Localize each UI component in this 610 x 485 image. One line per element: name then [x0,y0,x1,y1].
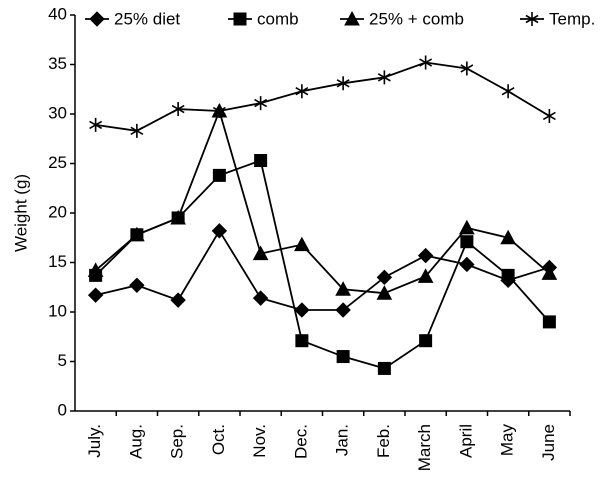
point [460,61,474,76]
legend-marker [89,11,105,27]
y-axis-title: Weight (g) [11,174,30,252]
point [541,265,558,280]
legend-item: Temp. [520,9,595,28]
point [252,245,269,261]
x-tick-label: Dec. [291,424,310,459]
point [254,154,268,168]
y-tick-label: 35 [48,54,67,73]
point [542,315,556,329]
x-tick-label: Feb. [374,424,393,458]
point [459,219,475,235]
y-tick-label: 5 [58,351,67,370]
legend-label: Temp. [549,9,595,28]
point [294,236,310,252]
x-tick-label: Sep. [168,424,187,459]
x-tick-label: May [498,424,517,457]
series-line [95,108,550,295]
point [252,290,269,306]
point [89,117,103,132]
legend-marker [344,10,360,26]
legend-label: 25% diet [114,9,180,28]
point [87,262,104,277]
series-line [95,61,550,132]
point [254,96,268,111]
x-tick-label: April [456,424,475,458]
y-tick-label: 0 [58,400,67,419]
point [376,269,393,286]
x-tick-label: Oct. [209,424,228,455]
point [336,76,350,91]
legend-label: 25% + comb [369,9,464,28]
point [542,108,556,123]
point [211,223,228,239]
point [419,334,433,348]
point [377,361,391,375]
x-tick-label: June [539,424,558,461]
point [170,209,186,225]
point [501,268,515,282]
y-tick-label: 30 [48,103,67,122]
legend-item: comb [228,9,299,28]
point [459,256,475,273]
point [417,268,434,283]
x-tick-label: Aug. [126,424,145,459]
x-tick-label: March [415,424,434,471]
point [376,285,393,300]
point [295,334,309,348]
y-tick-label: 25 [48,153,67,172]
point [129,226,145,242]
point [336,350,350,364]
legend-item: 25% + comb [340,9,464,28]
point [130,123,144,138]
point [417,247,434,264]
x-tick-label: Jan. [333,424,352,456]
y-tick-label: 40 [48,4,67,23]
point [212,104,226,119]
legend-label: comb [257,9,299,28]
legend-marker [233,12,247,26]
legend-marker [525,12,539,26]
y-tick-label: 15 [48,252,67,271]
point [377,70,391,85]
point [170,292,186,308]
series-line [94,159,551,370]
point [294,302,310,318]
series-line [95,229,550,311]
point [419,55,433,70]
point [171,102,185,117]
point [500,229,516,245]
point [460,235,474,249]
point [335,302,351,318]
point [295,84,309,99]
point [501,84,515,99]
y-tick-label: 10 [48,301,67,320]
point [129,277,145,293]
x-tick-label: Nov. [250,424,269,458]
point [87,287,104,303]
point [212,168,226,182]
x-tick-label: July. [85,424,104,458]
y-tick-label: 20 [48,202,67,221]
legend-item: 25% diet [85,9,180,28]
point [335,281,351,296]
